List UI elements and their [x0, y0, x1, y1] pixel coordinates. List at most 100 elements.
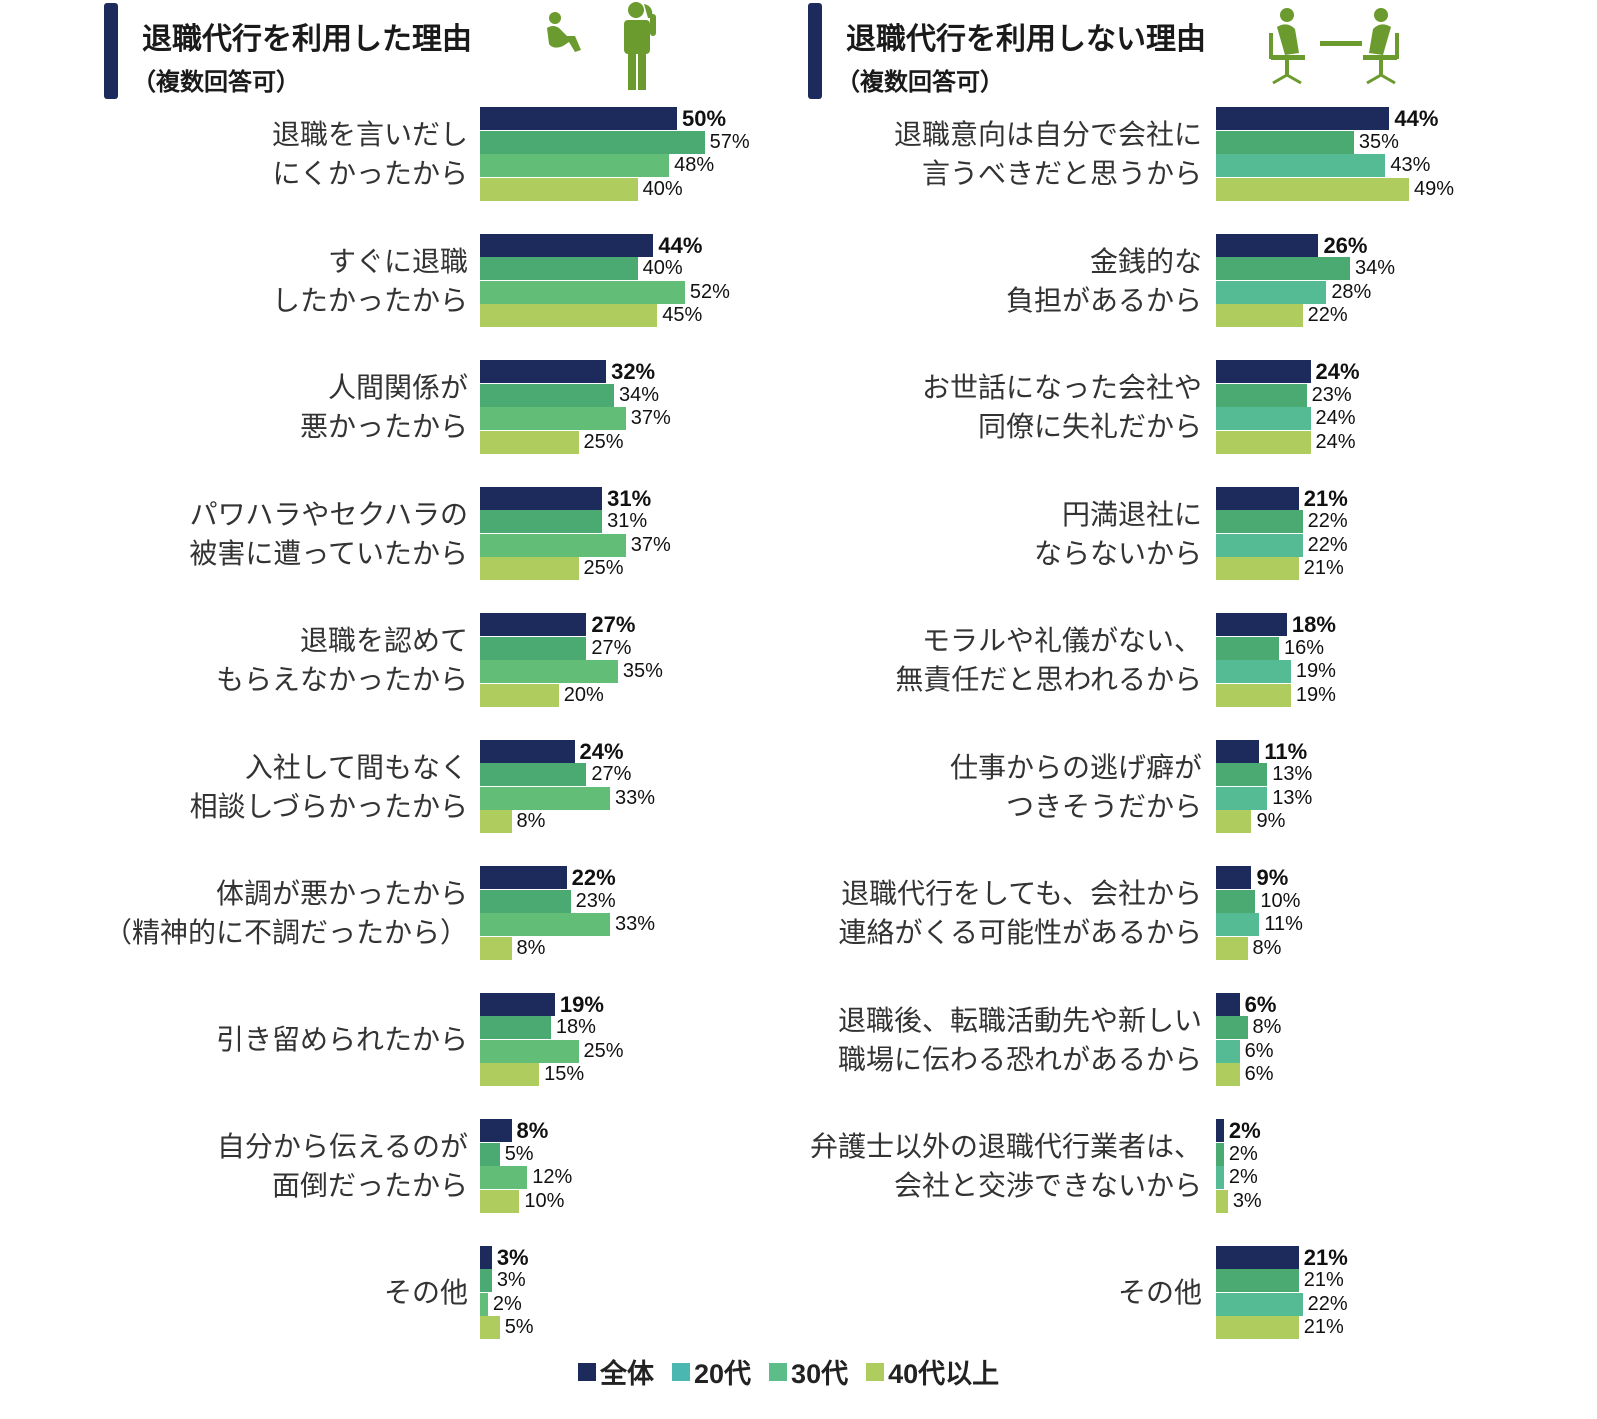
data-label: 22% — [1307, 304, 1348, 326]
meeting-people-icon — [1269, 8, 1399, 85]
data-label: 52% — [689, 280, 730, 303]
category-label: すぐに退職 したかったから — [271, 244, 468, 317]
left-header-accent — [104, 3, 118, 99]
data-label: 28% — [1331, 280, 1372, 303]
bar-20代 — [1216, 636, 1280, 660]
bar-30代 — [1216, 786, 1268, 810]
category-label: 退職後、転職活動先や新しい 職場に伝わる恐れがあるから — [837, 1003, 1202, 1076]
data-label: 5% — [504, 1316, 534, 1338]
bar-30代 — [1216, 913, 1260, 936]
data-label: 34% — [618, 383, 659, 406]
right-header-accent — [808, 3, 822, 99]
bar-20代 — [1216, 763, 1268, 786]
data-label: 19% — [1295, 660, 1336, 682]
right-chart-title: 退職代行を利用しない理由 — [846, 22, 1206, 57]
data-label: 22% — [1307, 1292, 1348, 1315]
category-label: 入社して間もなく 相談しづらかったから — [189, 750, 468, 823]
bar-40代以上 — [1216, 810, 1252, 833]
bar-全体 — [1216, 613, 1287, 636]
data-label: 12% — [532, 1166, 573, 1188]
bar-30代 — [480, 280, 685, 304]
data-label: 6% — [1244, 1063, 1274, 1085]
bar-全体 — [480, 1245, 492, 1269]
bar-全体 — [1216, 866, 1252, 889]
category-label: パワハラやセクハラの 被害に遭っていたから — [189, 497, 468, 570]
data-label: 33% — [615, 913, 656, 935]
legend-swatch — [578, 1362, 596, 1381]
data-label: 25% — [583, 557, 624, 579]
category-label: 退職代行をしても、会社から 連絡がくる可能性があるから — [838, 877, 1202, 949]
data-label: 8% — [1252, 936, 1282, 959]
left-chart-title: 退職代行を利用した理由 — [142, 22, 472, 57]
data-label: 32% — [611, 359, 656, 384]
data-label: 13% — [1272, 763, 1313, 785]
category-label: 引き留められたから — [215, 1023, 468, 1056]
data-label: 3% — [1232, 1189, 1262, 1212]
bar-20代 — [480, 383, 614, 407]
category-label: モラルや礼儀がない、 無責任だと思われるから — [895, 624, 1202, 696]
sitting-person-icon — [547, 12, 581, 52]
bar-20代 — [480, 1269, 492, 1292]
legend-item-20s: 20代 — [672, 1352, 751, 1391]
bar-40代以上 — [480, 1189, 520, 1213]
bar-30代 — [480, 1039, 579, 1063]
data-label: 18% — [555, 1016, 596, 1038]
bar-20代 — [480, 130, 705, 154]
bar-全体 — [480, 739, 575, 763]
data-label: 27% — [591, 763, 632, 785]
data-label: 44% — [658, 232, 703, 258]
legend-swatch — [866, 1362, 885, 1381]
bar-20代 — [480, 636, 587, 660]
category-label: 金銭的な 負担があるから — [1005, 244, 1202, 317]
bar-40代以上 — [1216, 557, 1299, 580]
bar-30代 — [480, 1292, 488, 1316]
bar-40代以上 — [480, 1063, 540, 1086]
data-label: 6% — [1244, 1039, 1274, 1062]
data-label: 11% — [1264, 738, 1308, 764]
category-label: 退職を認めて もらえなかったから — [215, 624, 468, 696]
bar-30代 — [1216, 280, 1327, 304]
data-label: 19% — [559, 991, 604, 1017]
bar-30代 — [480, 913, 611, 936]
bar-40代以上 — [480, 177, 638, 201]
bar-40代以上 — [480, 557, 579, 580]
category-label: その他 — [1117, 1276, 1202, 1309]
data-label: 24% — [1315, 359, 1360, 384]
category-label: お世話になった会社や 同僚に失礼だから — [921, 371, 1202, 443]
bar-30代 — [480, 154, 670, 177]
category-label: その他 — [383, 1276, 468, 1309]
data-label: 5% — [504, 1142, 534, 1165]
data-label: 2% — [1228, 1166, 1258, 1188]
bar-30代 — [480, 407, 626, 430]
bar-全体 — [480, 486, 603, 510]
bar-30代 — [1216, 1166, 1224, 1189]
bar-40代以上 — [480, 1316, 500, 1339]
person-on-phone-icon — [624, 2, 656, 90]
bar-30代 — [480, 1166, 528, 1189]
bar-全体 — [480, 613, 587, 636]
data-label: 8% — [1252, 1016, 1282, 1038]
bar-20代 — [480, 257, 638, 280]
bar-全体 — [480, 1119, 512, 1142]
bar-40代以上 — [1216, 304, 1303, 327]
data-label: 27% — [591, 612, 636, 637]
bar-30代 — [480, 533, 626, 557]
bar-30代 — [1216, 407, 1311, 430]
bar-40代以上 — [1216, 1316, 1299, 1339]
bar-20代 — [1216, 257, 1350, 280]
bar-30代 — [1216, 1292, 1303, 1316]
right-chart-subtitle: （複数回答可） — [836, 68, 1004, 96]
bar-全体 — [1216, 107, 1390, 130]
data-label: 45% — [662, 304, 703, 326]
bar-20代 — [480, 889, 571, 913]
data-label: 40% — [642, 257, 683, 279]
category-label: 仕事からの逃げ癖が つきそうだから — [949, 750, 1202, 823]
bar-全体 — [480, 107, 677, 130]
bar-40代以上 — [1216, 936, 1248, 960]
data-label: 24% — [1315, 430, 1356, 453]
data-label: 27% — [591, 636, 632, 659]
bar-全体 — [480, 866, 567, 889]
data-label: 3% — [496, 1244, 529, 1270]
bar-30代 — [1216, 1039, 1240, 1063]
